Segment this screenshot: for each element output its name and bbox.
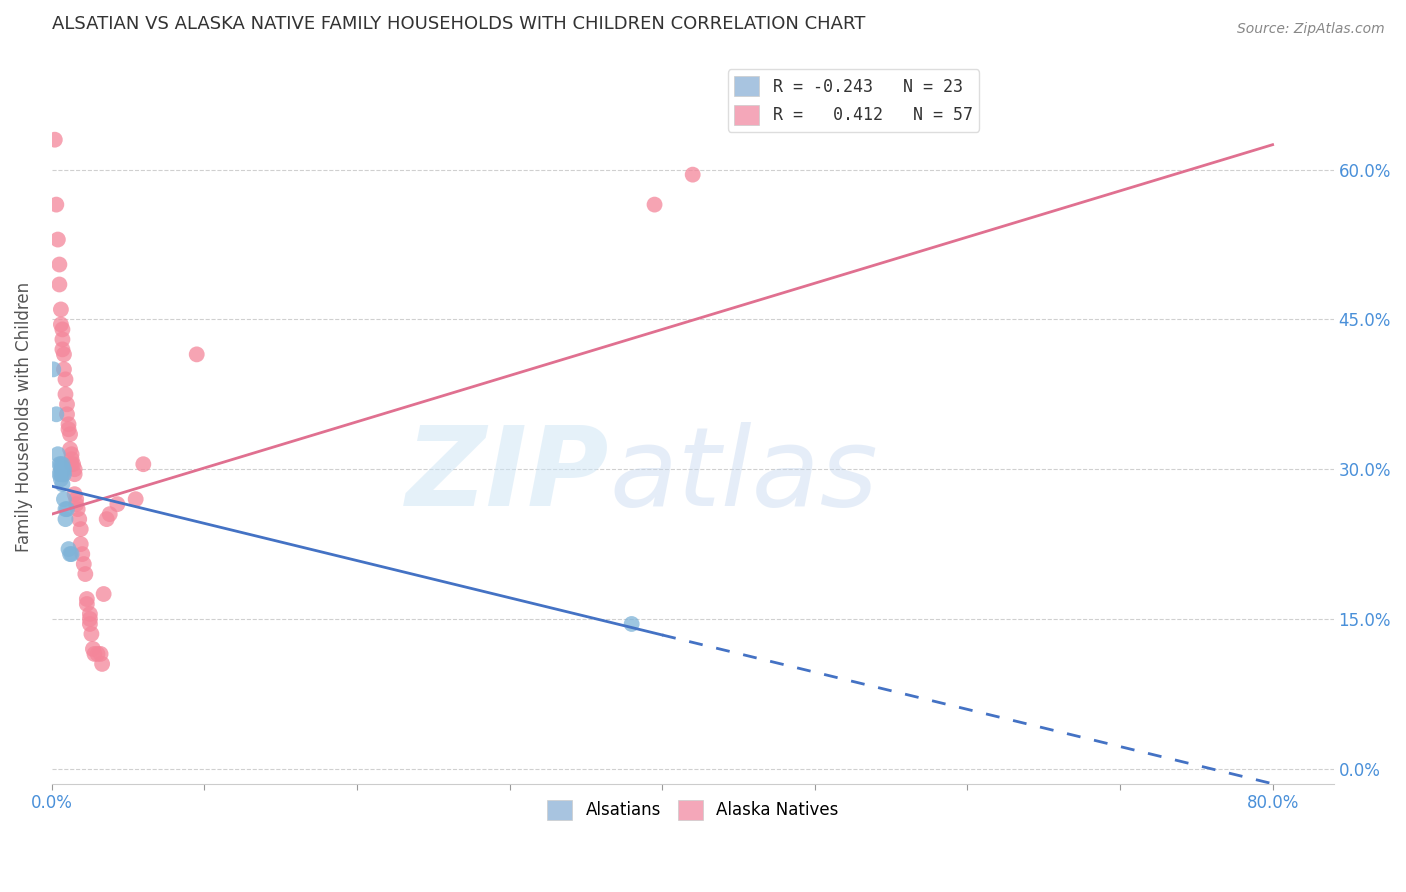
Point [59,547,82,561]
Point [63,467,86,482]
Point [76,592,98,607]
Point [96,512,118,526]
Point [58,417,80,432]
Point [48,258,70,272]
Point [44,133,66,147]
Point [60,457,83,471]
Point [51,322,73,336]
Text: ZIP: ZIP [406,422,609,529]
Point [51,462,73,476]
Point [52,492,75,507]
Point [69,522,91,536]
Point [132,457,155,471]
Point [48,467,70,482]
Point [98,507,121,521]
Point [79,612,101,626]
Point [52,347,75,361]
Point [91,657,114,671]
Point [60,452,83,467]
Point [59,427,82,442]
Point [48,277,70,292]
Point [65,497,87,511]
Point [620,617,643,632]
Point [105,497,128,511]
Point [58,422,80,436]
Point [55,372,77,386]
Point [51,467,73,482]
Point [72,547,94,561]
Point [644,197,666,211]
Point [63,487,86,501]
Point [80,627,103,641]
Point [186,347,208,361]
Point [52,467,75,482]
Point [125,492,148,507]
Point [56,397,79,411]
Point [51,332,73,346]
Point [45,407,67,421]
Point [75,567,97,582]
Point [49,318,72,332]
Point [49,462,72,476]
Point [51,477,73,491]
Point [56,407,79,421]
Text: atlas: atlas [609,422,877,529]
Point [79,617,101,632]
Point [49,472,72,486]
Y-axis label: Family Households with Children: Family Households with Children [15,282,32,552]
Point [66,502,89,516]
Point [79,607,101,621]
Point [55,512,77,526]
Point [51,457,73,471]
Point [86,647,108,661]
Point [48,457,70,471]
Point [82,642,104,657]
Point [58,542,80,557]
Point [55,387,77,401]
Point [69,537,91,551]
Point [63,462,86,476]
Point [90,647,112,661]
Point [52,362,75,376]
Point [55,502,77,516]
Point [42,362,65,376]
Legend: Alsatians, Alaska Natives: Alsatians, Alaska Natives [540,793,845,827]
Point [45,197,67,211]
Point [83,647,105,661]
Point [76,597,98,611]
Point [682,168,704,182]
Text: ALSATIAN VS ALASKA NATIVE FAMILY HOUSEHOLDS WITH CHILDREN CORRELATION CHART: ALSATIAN VS ALASKA NATIVE FAMILY HOUSEHO… [52,15,865,33]
Point [59,442,82,457]
Point [73,557,96,571]
Point [60,447,83,461]
Point [52,462,75,476]
Point [67,512,90,526]
Point [65,492,87,507]
Point [56,502,79,516]
Point [46,233,69,247]
Point [49,467,72,482]
Point [49,457,72,471]
Point [62,457,84,471]
Point [49,302,72,317]
Point [60,547,83,561]
Text: Source: ZipAtlas.com: Source: ZipAtlas.com [1237,22,1385,37]
Point [93,587,115,601]
Point [46,447,69,461]
Point [51,343,73,357]
